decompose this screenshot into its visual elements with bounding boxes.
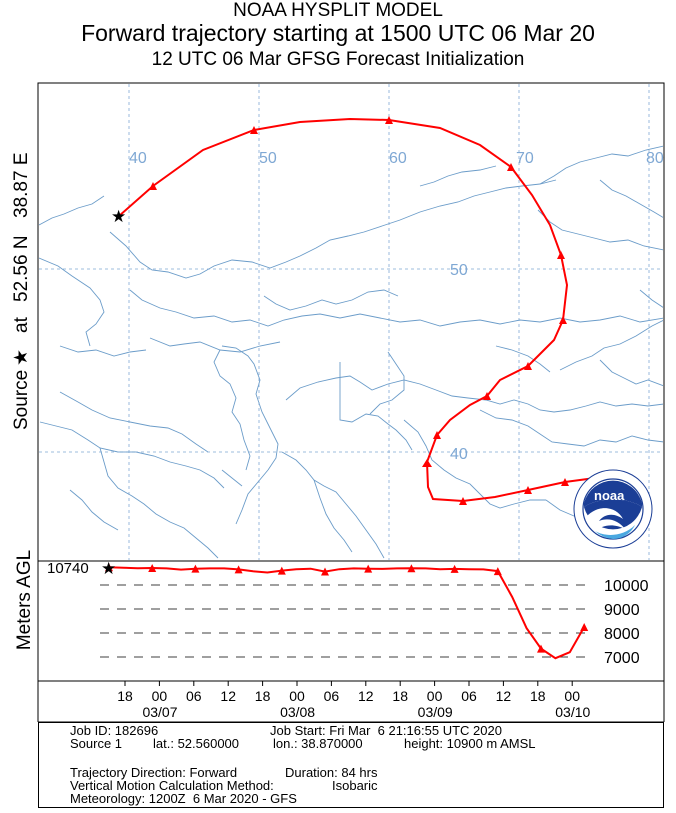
time-tick-label: 00: [564, 688, 580, 704]
height-point: [493, 567, 502, 576]
map-frame: [37, 82, 665, 562]
time-date-label: 03/09: [418, 704, 453, 720]
map-gridlines: [39, 84, 663, 560]
height-point: [105, 563, 113, 572]
side-lat-text: 52.56 N: [11, 235, 32, 302]
trajectory-path: ★: [111, 116, 596, 505]
height-gridlines: [100, 584, 592, 658]
lon-label: 40: [129, 150, 147, 167]
height-point: [277, 566, 286, 575]
time-tick-label: 18: [117, 688, 133, 704]
time-date-label: 03/07: [142, 704, 177, 720]
time-tick-label: 18: [530, 688, 546, 704]
lat-label: 40: [450, 446, 468, 463]
job-id: Job ID: 182696: [70, 723, 159, 738]
noaa-logo-text: noaa: [594, 488, 625, 503]
height-point: [580, 623, 589, 631]
time-tick-label: 12: [496, 688, 512, 704]
height-point: [537, 644, 545, 653]
meteorology: Meteorology: 1200Z 6 Mar 2020 - GFS: [70, 791, 297, 806]
height-point: [321, 567, 329, 576]
time-tick-label: 00: [427, 688, 443, 704]
time-tick-label: 06: [186, 688, 202, 704]
trajectory-figure: Source ★ at 52.56 N 38.87 E: [11, 82, 665, 722]
vertical-motion-value: Isobaric: [332, 778, 378, 793]
source-lat: lat.: 52.560000: [153, 736, 240, 751]
lat-label: 50: [450, 262, 468, 279]
time-tick-label: 12: [358, 688, 374, 704]
map-source-star-icon: ★: [111, 207, 126, 226]
side-at-text: at: [11, 316, 32, 333]
time-tick-label: 12: [220, 688, 236, 704]
source-lon: lon.: 38.870000: [273, 736, 363, 751]
time-date-label: 03/08: [280, 704, 315, 720]
trajectory-title: Forward trajectory starting at 1500 UTC …: [81, 20, 595, 46]
height-frame: [37, 560, 665, 682]
height-source-star-icon: ★: [101, 559, 116, 578]
lon-labels: 40 50 60 70 80: [129, 150, 664, 167]
height-series: [105, 563, 589, 660]
time-tick-label: 00: [289, 688, 305, 704]
time-tick-label: 00: [152, 688, 168, 704]
source-height: height: 10900 m AMSL: [404, 736, 536, 751]
height-tick-label: 10000: [604, 578, 649, 595]
time-date-label: 03/10: [555, 704, 590, 720]
height-point: [407, 564, 416, 573]
height-series-line: [108, 566, 586, 660]
start-height-label: 10740: [47, 560, 89, 577]
height-tick-label: 7000: [604, 650, 640, 667]
time-tick-label: 18: [392, 688, 408, 704]
time-tick-label: 06: [461, 688, 477, 704]
noaa-logo: noaa: [573, 469, 653, 549]
lon-label: 50: [259, 150, 277, 167]
lat-labels: 50 40: [450, 262, 468, 463]
time-tick-label: 18: [255, 688, 271, 704]
side-source-text: Source: [11, 370, 32, 430]
lon-label: 70: [516, 150, 534, 167]
duration: Duration: 84 hrs: [285, 765, 378, 780]
height-point: [234, 565, 243, 574]
height-point: [191, 564, 200, 573]
source-name: Source 1: [70, 736, 123, 751]
lon-label: 80: [646, 150, 664, 167]
height-point: [364, 564, 373, 573]
height-point: [148, 563, 157, 572]
time-axis-frame: [37, 680, 665, 722]
model-title: NOAA HYSPLIT MODEL: [233, 0, 443, 21]
job-info-panel: Job ID: 182696 Job Start: Fri Mar 6 21:1…: [38, 722, 664, 808]
source-side-label: Source ★ at 52.56 N 38.87 E: [11, 153, 32, 431]
height-panel: Meters AGL 10740 10000 9000 8000 7000 ★: [14, 550, 665, 682]
height-tick-label: 8000: [604, 626, 640, 643]
time-tick-label: 06: [324, 688, 340, 704]
vertical-motion-method: Vertical Motion Calculation Method:: [70, 778, 274, 793]
map-coastlines: [39, 145, 663, 559]
init-subtitle: 12 UTC 06 Mar GFSG Forecast Initializati…: [151, 49, 525, 70]
height-tick-label: 9000: [604, 602, 640, 619]
height-tick-labels: 10000 9000 8000 7000: [604, 578, 649, 667]
job-start: Job Start: Fri Mar 6 21:16:55 UTC 2020: [270, 723, 502, 738]
lon-label: 60: [389, 150, 407, 167]
side-lon-text: 38.87 E: [11, 153, 32, 219]
trajectory-direction: Trajectory Direction: Forward: [70, 765, 238, 780]
map-panel: 40 50 60 70 80 50 40: [37, 82, 665, 562]
source-star-icon: ★: [11, 349, 32, 366]
height-point: [450, 564, 459, 573]
height-axis-label: Meters AGL: [14, 550, 35, 650]
